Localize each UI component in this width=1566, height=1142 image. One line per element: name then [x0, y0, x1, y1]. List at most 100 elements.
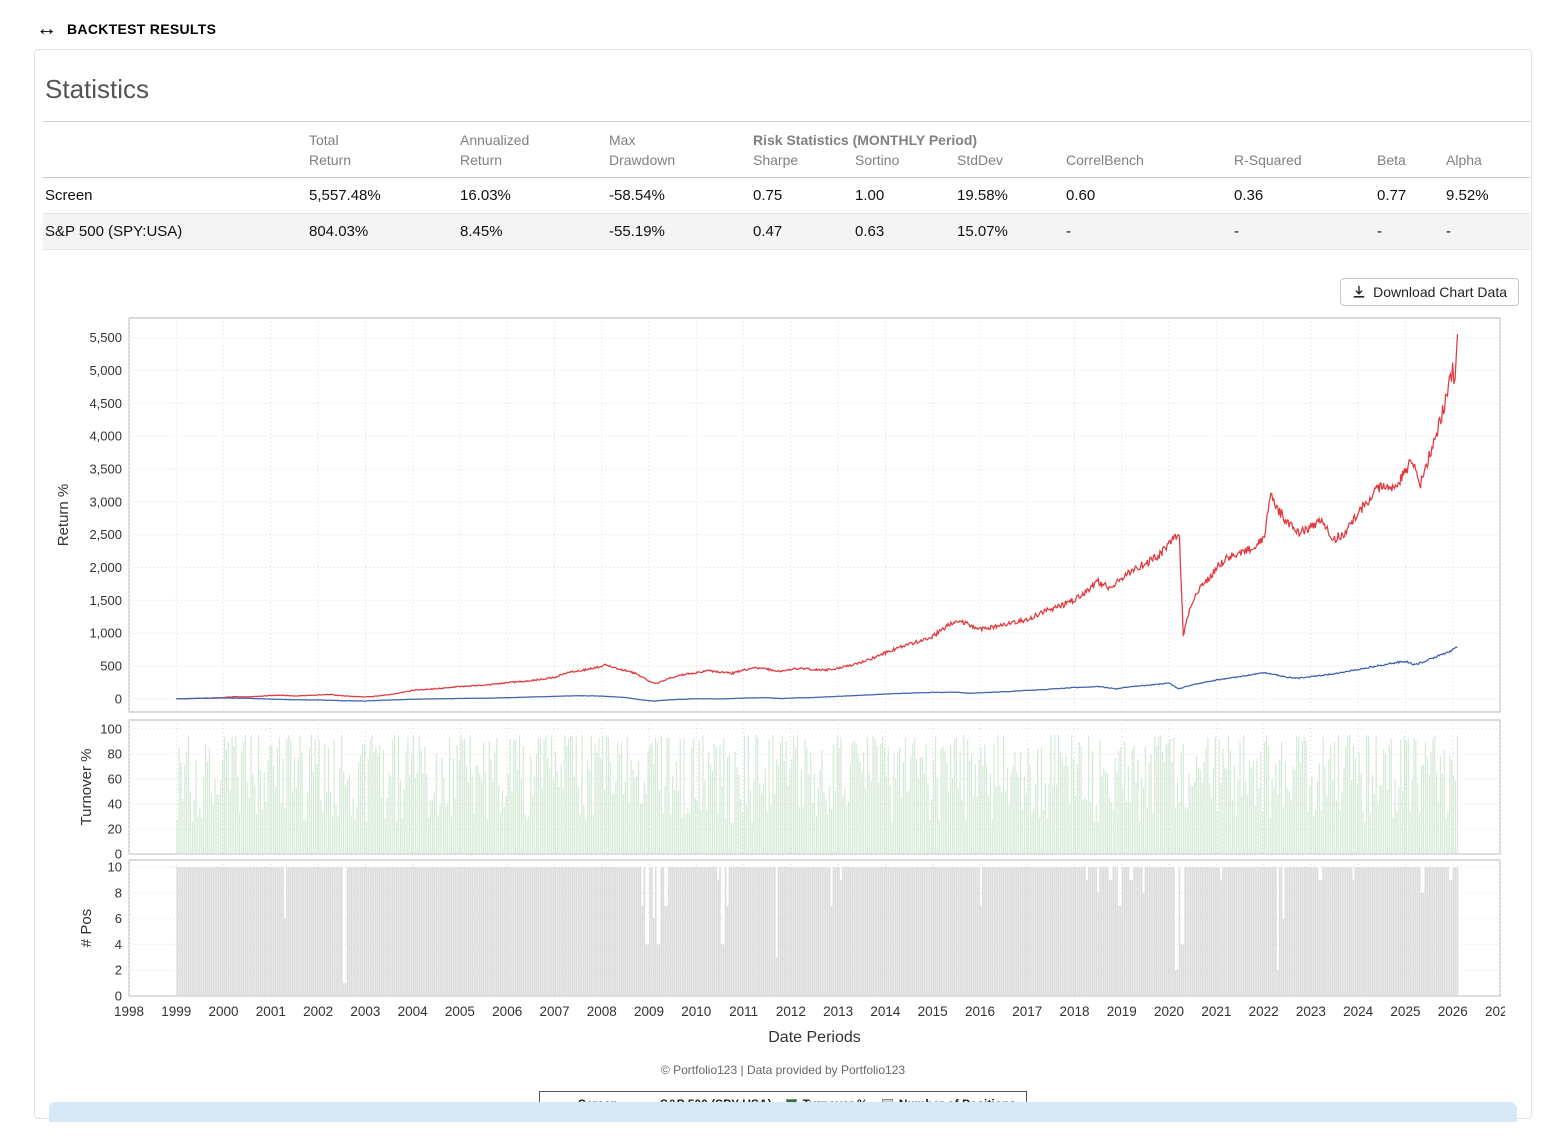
- cell-max-drawdown: -55.19%: [607, 213, 751, 250]
- chart-area: 0 500 1,000 1,500 2,000 2,500 3,000 3,500 4,000 4…: [43, 312, 1523, 1057]
- cell-max-drawdown: -58.54%: [607, 177, 751, 214]
- svg-text:3,000: 3,000: [89, 494, 122, 509]
- cell-correlbench: 0.60: [1064, 177, 1232, 214]
- results-container: Statistics Total Annualized Max Risk Sta…: [34, 49, 1532, 1122]
- svg-text:Return %: Return %: [55, 484, 72, 547]
- svg-text:4: 4: [115, 937, 122, 952]
- svg-text:Date Periods: Date Periods: [768, 1029, 861, 1046]
- svg-text:2027: 2027: [1485, 1004, 1505, 1019]
- svg-text:1,000: 1,000: [89, 626, 122, 641]
- svg-text:2008: 2008: [587, 1004, 617, 1019]
- cell-stddev: 19.58%: [955, 177, 1064, 214]
- svg-text:40: 40: [108, 796, 122, 811]
- cell-sortino: 1.00: [853, 177, 955, 214]
- svg-text:20: 20: [108, 821, 122, 836]
- empty-header-cell: [43, 150, 307, 178]
- cell-r-squared: -: [1232, 213, 1375, 250]
- cell-alpha: 9.52%: [1444, 177, 1531, 214]
- svg-text:8: 8: [115, 885, 122, 900]
- col-header-r-squared: R-Squared: [1232, 150, 1375, 178]
- svg-text:5,000: 5,000: [89, 363, 122, 378]
- cell-total-return: 5,557.48%: [307, 177, 458, 214]
- download-chart-data-button[interactable]: Download Chart Data: [1340, 278, 1519, 306]
- svg-text:2023: 2023: [1296, 1004, 1326, 1019]
- svg-text:2003: 2003: [350, 1004, 380, 1019]
- svg-text:2019: 2019: [1107, 1004, 1137, 1019]
- expand-arrows-icon[interactable]: ↔: [36, 17, 57, 40]
- svg-text:2,500: 2,500: [89, 527, 122, 542]
- svg-text:5,500: 5,500: [89, 330, 122, 345]
- page: ↔ BACKTEST RESULTS Statistics Total Annu…: [34, 14, 1532, 1122]
- svg-text:2006: 2006: [492, 1004, 522, 1019]
- svg-text:2005: 2005: [445, 1004, 475, 1019]
- svg-text:# Pos: # Pos: [78, 909, 95, 947]
- svg-text:1,500: 1,500: [89, 593, 122, 608]
- cell-annualized-return: 8.45%: [458, 213, 607, 250]
- svg-text:2024: 2024: [1343, 1004, 1374, 1019]
- table-group-header-row: Total Annualized Max Risk Statistics (MO…: [43, 121, 1531, 150]
- col-header-stddev: StdDev: [955, 150, 1064, 178]
- cell-stddev: 15.07%: [955, 213, 1064, 250]
- svg-text:2004: 2004: [398, 1004, 429, 1019]
- row-label: Screen: [43, 177, 307, 214]
- svg-text:2025: 2025: [1390, 1004, 1420, 1019]
- page-title: BACKTEST RESULTS: [67, 20, 217, 37]
- svg-text:0: 0: [115, 691, 122, 706]
- svg-text:2020: 2020: [1154, 1004, 1184, 1019]
- svg-text:2021: 2021: [1201, 1004, 1231, 1019]
- row-label: S&P 500 (SPY:USA): [43, 213, 307, 250]
- svg-text:1998: 1998: [114, 1004, 144, 1019]
- col-header-total-return: Return: [307, 150, 458, 178]
- col-header-alpha: Alpha: [1444, 150, 1531, 178]
- cell-beta: -: [1375, 213, 1444, 250]
- cell-correlbench: -: [1064, 213, 1232, 250]
- col-header-max-drawdown: Drawdown: [607, 150, 751, 178]
- col-header-annualized-return: Return: [458, 150, 607, 178]
- svg-text:2016: 2016: [965, 1004, 995, 1019]
- svg-text:2002: 2002: [303, 1004, 333, 1019]
- backtest-chart: 0 500 1,000 1,500 2,000 2,500 3,000 3,500 4,000 4…: [55, 317, 1515, 1046]
- svg-text:2007: 2007: [539, 1004, 569, 1019]
- svg-text:3,500: 3,500: [89, 462, 122, 477]
- svg-text:2017: 2017: [1012, 1004, 1042, 1019]
- svg-text:2: 2: [115, 963, 122, 978]
- cell-beta: 0.77: [1375, 177, 1444, 214]
- svg-text:4,000: 4,000: [89, 429, 122, 444]
- svg-text:0: 0: [115, 847, 122, 862]
- col-group-max: Max: [607, 121, 751, 150]
- svg-text:2009: 2009: [634, 1004, 664, 1019]
- download-icon: [1352, 285, 1366, 299]
- info-banner: [49, 1102, 1517, 1122]
- svg-text:0: 0: [115, 989, 122, 1004]
- svg-text:500: 500: [100, 659, 122, 674]
- svg-text:6: 6: [115, 911, 122, 926]
- table-row-screen: Screen 5,557.48% 16.03% -58.54% 0.75 1.0…: [43, 177, 1531, 214]
- svg-text:60: 60: [108, 771, 122, 786]
- page-header: ↔ BACKTEST RESULTS: [34, 14, 1532, 49]
- svg-text:2026: 2026: [1438, 1004, 1468, 1019]
- cell-sharpe: 0.47: [751, 213, 853, 250]
- cell-annualized-return: 16.03%: [458, 177, 607, 214]
- statistics-table: Total Annualized Max Risk Statistics (MO…: [43, 121, 1531, 250]
- svg-text:2013: 2013: [823, 1004, 853, 1019]
- table-subheader-row: Return Return Drawdown Sharpe Sortino St…: [43, 150, 1531, 178]
- cell-sortino: 0.63: [853, 213, 955, 250]
- svg-text:2,000: 2,000: [89, 560, 122, 575]
- svg-text:2011: 2011: [729, 1004, 758, 1019]
- cell-total-return: 804.03%: [307, 213, 458, 250]
- svg-text:2018: 2018: [1059, 1004, 1089, 1019]
- col-header-sortino: Sortino: [853, 150, 955, 178]
- download-button-label: Download Chart Data: [1373, 284, 1507, 300]
- cell-alpha: -: [1444, 213, 1531, 250]
- svg-text:Turnover %: Turnover %: [78, 749, 95, 826]
- svg-text:100: 100: [100, 721, 122, 736]
- svg-text:2014: 2014: [870, 1004, 901, 1019]
- svg-text:2000: 2000: [209, 1004, 239, 1019]
- svg-text:2012: 2012: [776, 1004, 806, 1019]
- statistics-heading: Statistics: [45, 74, 150, 104]
- empty-header-cell: [43, 121, 307, 150]
- col-group-risk-statistics: Risk Statistics (MONTHLY Period): [751, 121, 1531, 150]
- cell-sharpe: 0.75: [751, 177, 853, 214]
- svg-text:2001: 2001: [256, 1004, 286, 1019]
- svg-text:10: 10: [108, 860, 122, 875]
